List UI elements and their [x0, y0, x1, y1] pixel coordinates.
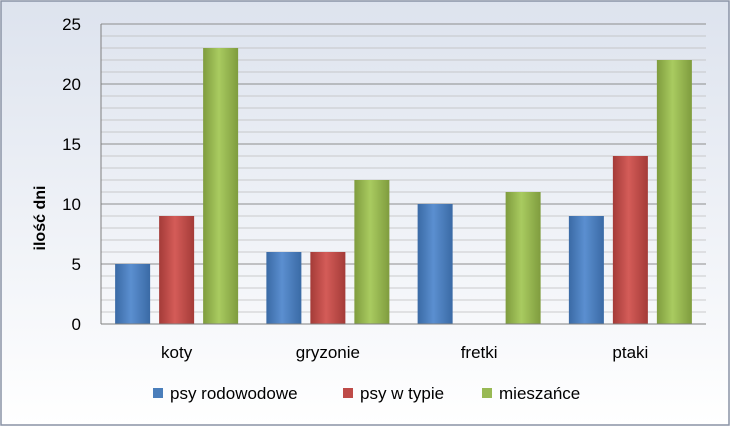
- legend-label: psy w typie: [360, 384, 444, 403]
- bar-psy-rodowodowe-koty: [115, 264, 151, 324]
- bar-psy-rodowodowe-fretki: [417, 204, 453, 324]
- axes: 0 5 10 15 20 25 koty gryzonie fretki ptaki: [62, 15, 706, 362]
- bars: [115, 48, 692, 324]
- y-tick-label: 20: [62, 75, 81, 94]
- legend-label: psy rodowodowe: [170, 384, 298, 403]
- bar-psy-w-typie-koty: [159, 216, 195, 324]
- legend-label: mieszańce: [499, 384, 580, 403]
- legend: psy rodowodowe psy w typie mieszańce: [153, 384, 580, 403]
- bar-psy-w-typie-gryzonie: [310, 252, 346, 324]
- x-tick-label: fretki: [461, 343, 498, 362]
- bar-psy-rodowodowe-gryzonie: [266, 252, 302, 324]
- x-tick-label: ptaki: [612, 343, 648, 362]
- bar-psy-rodowodowe-ptaki: [568, 216, 604, 324]
- y-tick-label: 25: [62, 15, 81, 34]
- legend-swatch: [482, 388, 492, 398]
- bar-mieszańce-gryzonie: [354, 180, 390, 324]
- bar-psy-w-typie-ptaki: [612, 156, 648, 324]
- y-tick-label: 15: [62, 135, 81, 154]
- legend-swatch: [343, 388, 353, 398]
- x-tick-label: koty: [161, 343, 193, 362]
- legend-swatch: [153, 388, 163, 398]
- x-tick-label: gryzonie: [296, 343, 360, 362]
- y-tick-label: 0: [72, 315, 81, 334]
- y-axis-label: ilość dni: [32, 186, 49, 251]
- y-tick-label: 5: [72, 255, 81, 274]
- bar-mieszańce-koty: [203, 48, 239, 324]
- bar-mieszańce-fretki: [505, 192, 541, 324]
- bar-mieszańce-ptaki: [656, 60, 692, 324]
- y-tick-label: 10: [62, 195, 81, 214]
